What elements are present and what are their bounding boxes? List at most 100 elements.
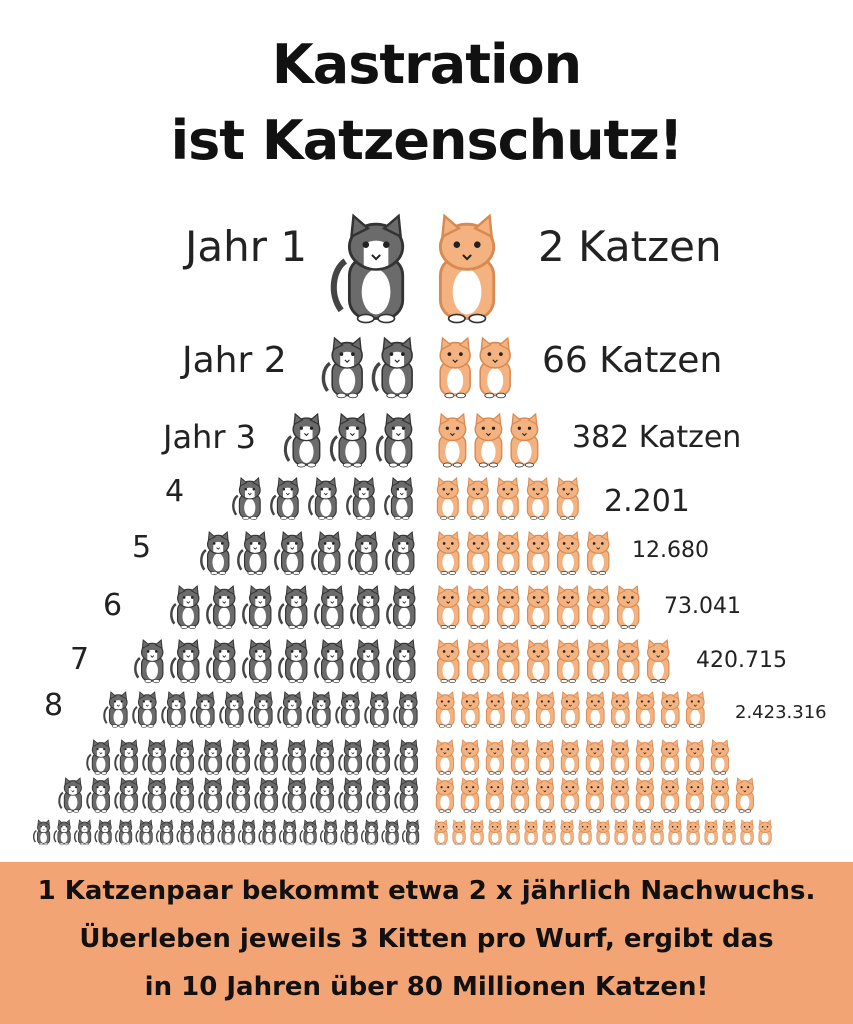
orange-cat — [496, 639, 520, 683]
grey-cat-big — [330, 213, 405, 324]
orange-cat — [610, 739, 629, 775]
grey-cat — [170, 585, 200, 629]
footer-banner — [0, 862, 853, 1024]
grey-cat — [170, 777, 194, 813]
grey-cat — [393, 691, 418, 728]
grey-cat — [200, 531, 230, 575]
orange-cat — [510, 691, 530, 728]
orange-cat — [635, 739, 654, 775]
grey-cat — [155, 819, 174, 846]
orange-cat — [485, 777, 504, 813]
grey-cat — [360, 819, 379, 846]
grey-cat — [299, 819, 317, 846]
grey-cat — [219, 691, 244, 728]
grey-cat — [278, 639, 308, 683]
orange-cat — [614, 819, 628, 846]
orange-cat — [616, 639, 640, 683]
orange-cat — [470, 819, 484, 846]
orange-cat — [436, 639, 460, 683]
orange-cat — [560, 691, 580, 728]
orange-cat — [526, 585, 550, 629]
orange-cat-big — [438, 213, 496, 324]
grey-cat — [319, 819, 338, 846]
orange-cat — [496, 531, 520, 575]
orange-cat — [506, 819, 520, 846]
grey-cat — [254, 739, 278, 775]
year-label-8: 8 — [44, 688, 64, 723]
orange-cat — [496, 477, 519, 520]
orange-cat — [436, 477, 459, 520]
grey-cat — [314, 585, 344, 629]
orange-cat — [556, 531, 580, 575]
grey-cat — [248, 691, 273, 728]
orange-cat — [586, 639, 610, 683]
year-label-7: 7 — [70, 642, 90, 677]
grey-cat — [340, 819, 358, 846]
grey-cat — [226, 739, 250, 775]
grey-cat — [274, 531, 304, 575]
footer-line-3: in 10 Jahren über 80 Millionen Katzen! — [144, 972, 709, 1002]
grey-cat — [335, 691, 360, 728]
grey-cat — [364, 691, 389, 728]
count-label-8: 2.423.316 — [735, 702, 827, 723]
orange-cat — [586, 531, 610, 575]
orange-cat — [488, 819, 502, 846]
grey-cat — [386, 585, 416, 629]
grey-cat — [384, 477, 413, 520]
count-label-5: 12.680 — [632, 538, 709, 563]
orange-cat — [474, 412, 503, 468]
year-label-2: Jahr 2 — [182, 340, 287, 381]
orange-cat — [496, 585, 520, 629]
grey-cat — [282, 777, 306, 813]
orange-cat — [685, 739, 704, 775]
orange-cat — [685, 691, 705, 728]
orange-cat — [510, 739, 529, 775]
grey-cat — [277, 691, 302, 728]
year-label-4: 4 — [165, 474, 185, 509]
orange-cat — [635, 691, 655, 728]
grey-cat — [394, 739, 418, 775]
grey-cat — [348, 531, 378, 575]
orange-cat — [668, 819, 682, 846]
orange-cat — [439, 336, 471, 399]
grey-cat — [190, 691, 215, 728]
grey-cat — [310, 777, 334, 813]
grey-cat — [132, 691, 157, 728]
orange-cat — [434, 819, 448, 846]
orange-cat — [485, 739, 504, 775]
grey-cat — [371, 336, 413, 399]
grey-cat — [206, 639, 236, 683]
grey-cat — [134, 639, 164, 683]
grey-cat — [237, 531, 267, 575]
orange-cat — [585, 691, 605, 728]
orange-cat — [650, 819, 664, 846]
grey-cat — [242, 639, 272, 683]
grey-cat — [346, 477, 375, 520]
grey-cat — [170, 739, 194, 775]
count-label-1: 2 Katzen — [538, 222, 722, 271]
year-label-1: Jahr 1 — [185, 222, 308, 271]
grey-cat — [270, 477, 299, 520]
orange-cat — [632, 819, 646, 846]
orange-cat — [660, 691, 680, 728]
grey-cat — [242, 585, 272, 629]
orange-cat — [710, 777, 729, 813]
year-label-5: 5 — [132, 530, 152, 565]
grey-cat — [258, 819, 276, 846]
grey-cat — [73, 819, 92, 846]
orange-cat — [556, 477, 579, 520]
grey-cat — [196, 819, 215, 846]
grey-cat — [385, 531, 415, 575]
orange-cat — [710, 739, 729, 775]
orange-cat — [436, 585, 460, 629]
grey-cat — [86, 777, 110, 813]
grey-cat — [306, 691, 331, 728]
orange-cat — [610, 777, 629, 813]
title-line-1: Kastration — [271, 33, 582, 96]
count-label-7: 420.715 — [696, 648, 787, 673]
grey-cat — [206, 585, 236, 629]
grey-cat — [198, 777, 222, 813]
orange-cat — [438, 412, 467, 468]
grey-cat — [321, 336, 363, 399]
grey-cat — [314, 639, 344, 683]
